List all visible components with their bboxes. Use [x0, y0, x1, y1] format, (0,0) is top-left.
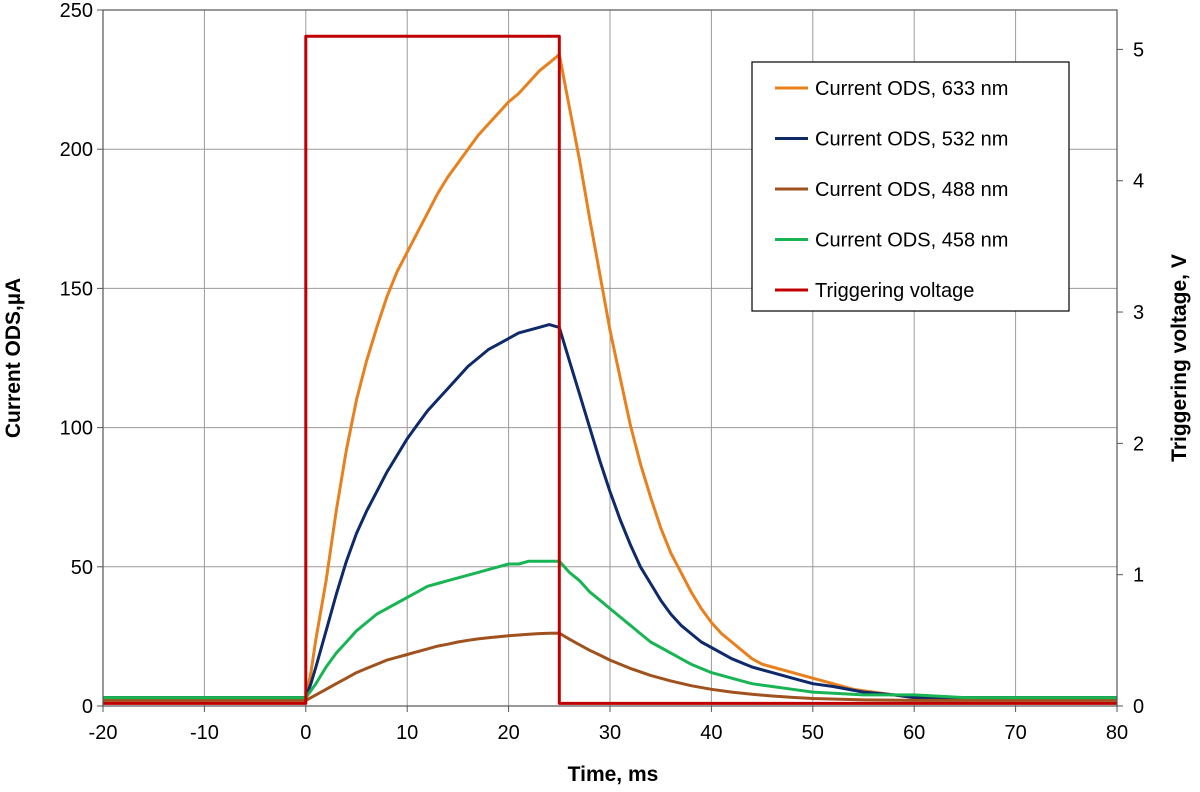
y-tick-label: 200	[60, 139, 93, 161]
axes	[97, 9, 1123, 712]
y2-axis-title: Triggering voltage, V	[1168, 254, 1191, 462]
y2-tick-labels: 0 1 2 3 4 5	[1133, 39, 1144, 718]
legend-label: Current ODS, 488 nm	[815, 179, 1008, 201]
legend-label: Current ODS, 633 nm	[815, 78, 1008, 100]
y-tick-label: 250	[60, 0, 93, 22]
series-line-triggering-voltage	[103, 34, 1117, 705]
x-tick-label: 80	[1106, 722, 1128, 744]
y2-tick-label: 0	[1133, 696, 1144, 718]
y-axis-title: Current ODS,µA	[2, 278, 25, 438]
y2-tick-label: 4	[1133, 171, 1144, 193]
x-tick-label: 50	[802, 722, 824, 744]
series-line-current-ods-488-nm	[103, 631, 1117, 702]
y-tick-label: 100	[60, 418, 93, 440]
legend-items: Current ODS, 633 nm Current ODS, 532 nm Cu…	[775, 78, 1008, 302]
x-axis-title: Time, ms	[568, 763, 659, 786]
x-tick-label: 70	[1004, 722, 1026, 744]
x-tick-labels: -20 -10 0 10 20 30 40 50 60 70 80	[89, 722, 1129, 744]
legend-box	[751, 61, 1070, 312]
legend-label: Triggering voltage	[815, 280, 974, 302]
x-tick-label: 0	[300, 722, 311, 744]
x-tick-label: 10	[396, 722, 418, 744]
y2-tick-label: 5	[1133, 39, 1144, 61]
y2-tick-label: 2	[1133, 433, 1144, 455]
series-line-current-ods-633-nm	[103, 53, 1117, 700]
legend-label: Current ODS, 458 nm	[815, 230, 1008, 252]
series-lines	[103, 34, 1117, 705]
x-tick-label: 60	[903, 722, 925, 744]
y-tick-label: 0	[82, 696, 93, 718]
x-tick-label: 20	[497, 722, 519, 744]
x-tick-label: -20	[89, 722, 118, 744]
x-tick-label: 30	[599, 722, 621, 744]
legend-label: Current ODS, 532 nm	[815, 129, 1008, 151]
y-tick-label: 150	[60, 278, 93, 300]
y2-tick-label: 3	[1133, 302, 1144, 324]
legend: Current ODS, 633 nm Current ODS, 532 nm Cu…	[751, 61, 1070, 312]
x-tick-label: 40	[700, 722, 722, 744]
x-tick-label: -10	[190, 722, 219, 744]
y2-tick-label: 1	[1133, 565, 1144, 587]
series-line-current-ods-458-nm	[103, 559, 1117, 700]
y-tick-label: 50	[71, 557, 93, 579]
y-tick-labels: 0 50 100 150 200 250	[60, 0, 93, 718]
